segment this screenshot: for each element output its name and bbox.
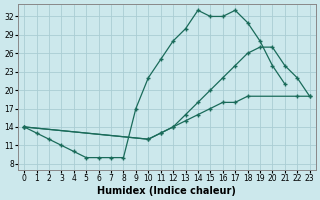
- X-axis label: Humidex (Indice chaleur): Humidex (Indice chaleur): [98, 186, 236, 196]
